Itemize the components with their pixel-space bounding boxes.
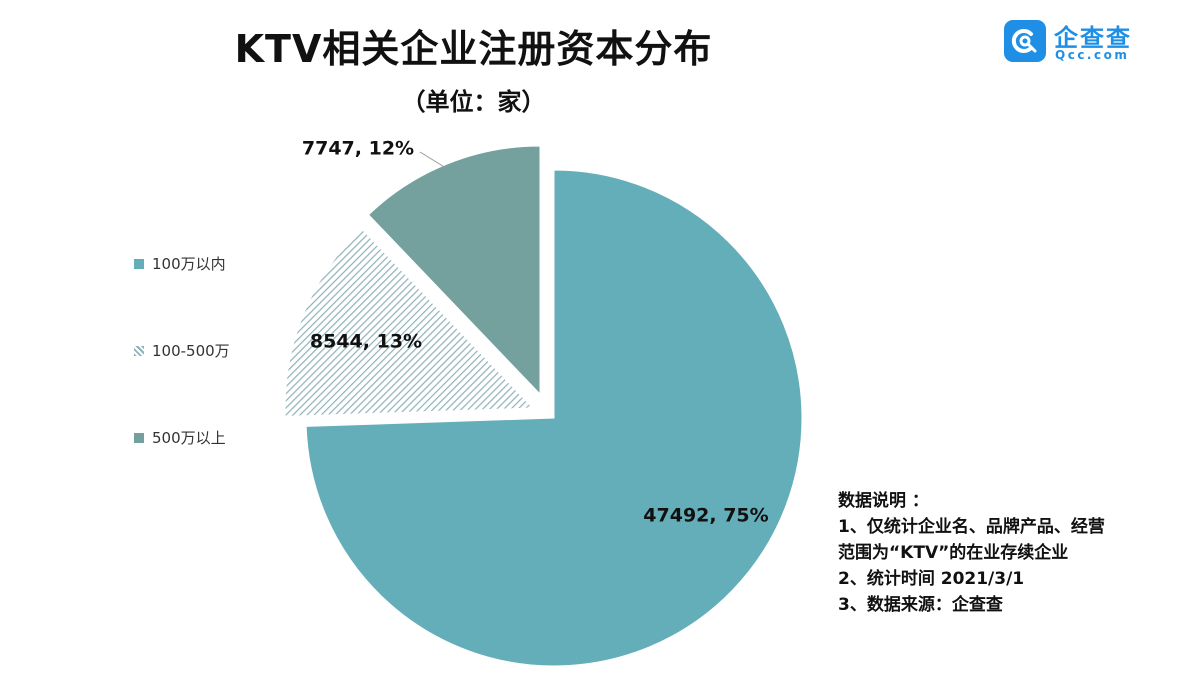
legend-item: 100万以内 [134,253,226,274]
legend-label: 100-500万 [152,342,230,360]
magnifier-logo-icon [1004,20,1046,62]
chart-title: KTV相关企业注册资本分布 [234,27,713,71]
legend-swatch [134,432,144,443]
notes-line: 3、数据来源：企查查 [838,595,1003,615]
legend-swatch [134,258,144,269]
notes-line: 1、仅统计企业名、品牌产品、经营 [838,517,1105,537]
legend-item: 500万以上 [134,427,226,448]
pie-slice [305,169,803,667]
slice-data-label: 7747, 12% [302,138,414,160]
legend-label: 100万以内 [152,255,226,273]
pie-slice [284,228,535,417]
slice-data-label: 47492, 75% [643,505,768,527]
legend-item: 100-500万 [134,340,230,361]
data-notes: 数据说明 ： 1、仅统计企业名、品牌产品、经营 范围为“KTV”的在业存续企业 … [838,488,1168,618]
notes-line: 范围为“KTV”的在业存续企业 [838,543,1069,563]
chart-subtitle: （单位：家） [401,88,546,116]
logo-name: 企查查 [1054,24,1132,52]
qcc-logo: 企查查 Qcc.com [1004,18,1154,66]
pie-slice [367,145,541,396]
legend-label: 500万以上 [152,429,226,447]
logo-domain: Qcc.com [1055,48,1130,62]
legend-swatch [134,345,144,356]
notes-line: 2、统计时间 2021/3/1 [838,569,1025,589]
slice-data-label: 8544, 13% [310,331,422,353]
leader-line [419,151,447,169]
notes-heading: 数据说明 ： [838,491,929,511]
